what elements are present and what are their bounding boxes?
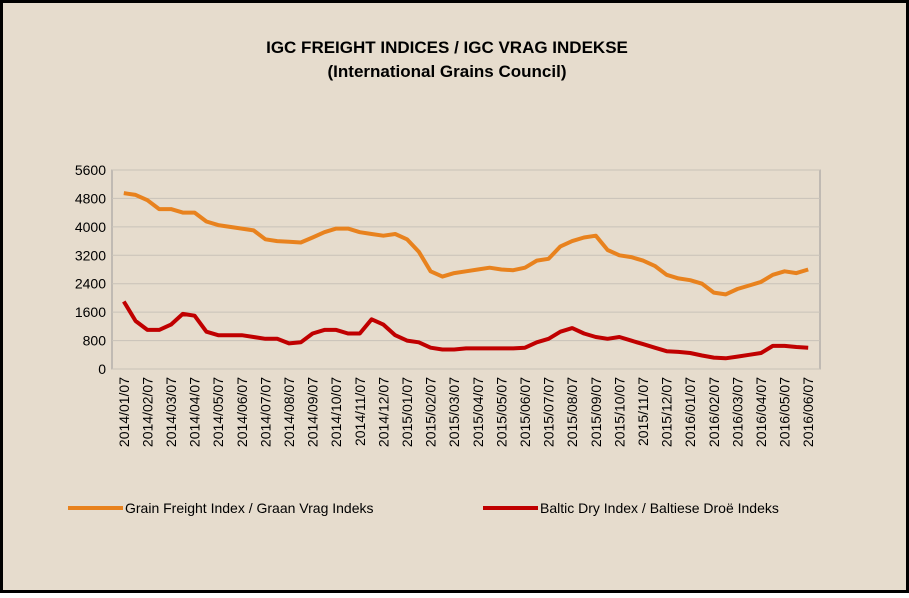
y-tick-label: 4800 <box>75 190 106 206</box>
chart-subtitle: (International Grains Council) <box>328 62 567 81</box>
y-tick-label: 4000 <box>75 219 106 235</box>
series-line <box>122 300 809 361</box>
x-tick-label: 2014/06/07 <box>234 377 250 447</box>
y-tick-label: 2400 <box>75 276 106 292</box>
x-tick-label: 2015/09/07 <box>588 377 604 447</box>
chart-title: IGC FREIGHT INDICES / IGC VRAG INDEKSE <box>266 38 628 57</box>
x-tick-label: 2014/01/07 <box>116 377 132 447</box>
x-tick-label: 2014/04/07 <box>187 377 203 447</box>
y-tick-label: 0 <box>98 361 106 377</box>
y-tick-label: 800 <box>83 333 107 349</box>
x-tick-label: 2014/10/07 <box>328 377 344 447</box>
series-line <box>123 191 809 297</box>
x-tick-label: 2014/03/07 <box>163 377 179 447</box>
x-tick-label: 2015/08/07 <box>564 377 580 447</box>
x-tick-label: 2016/02/07 <box>706 377 722 447</box>
x-tick-label: 2015/07/07 <box>541 377 557 447</box>
x-tick-label: 2015/01/07 <box>399 377 415 447</box>
x-tick-label: 2016/03/07 <box>729 377 745 447</box>
y-tick-label: 3200 <box>75 247 106 263</box>
x-tick-label: 2014/07/07 <box>257 377 273 447</box>
x-tick-label: 2014/08/07 <box>281 377 297 447</box>
x-tick-label: 2014/09/07 <box>305 377 321 447</box>
x-tick-label: 2014/12/07 <box>375 377 391 447</box>
x-tick-label: 2014/02/07 <box>139 377 155 447</box>
y-tick-label: 1600 <box>75 304 106 320</box>
x-tick-label: 2015/04/07 <box>470 377 486 447</box>
x-tick-label: 2016/06/07 <box>800 377 816 447</box>
x-tick-label: 2015/12/07 <box>659 377 675 447</box>
x-tick-label: 2015/06/07 <box>517 377 533 447</box>
x-tick-label: 2015/02/07 <box>423 377 439 447</box>
x-tick-label: 2014/05/07 <box>210 377 226 447</box>
x-tick-label: 2016/04/07 <box>753 377 769 447</box>
x-tick-label: 2016/05/07 <box>777 377 793 447</box>
legend-label: Baltic Dry Index / Baltiese Droë Indeks <box>540 500 779 516</box>
y-tick-label: 5600 <box>75 162 106 178</box>
x-tick-label: 2016/01/07 <box>682 377 698 447</box>
x-tick-label: 2015/10/07 <box>611 377 627 447</box>
x-tick-label: 2015/05/07 <box>493 377 509 447</box>
legend-label: Grain Freight Index / Graan Vrag Indeks <box>125 500 374 516</box>
x-tick-label: 2014/11/07 <box>352 377 368 446</box>
x-tick-label: 2015/03/07 <box>446 377 462 447</box>
x-tick-label: 2015/11/07 <box>635 377 651 446</box>
